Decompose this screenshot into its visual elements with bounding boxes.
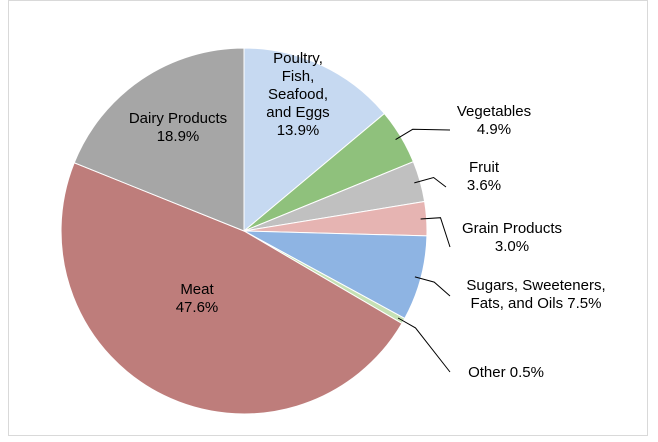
pie-label-line: 4.9% (477, 121, 511, 138)
pie-label-line: Dairy Products (129, 110, 227, 127)
pie-label-sugars-sweeteners-fats-and-oils: Sugars, Sweeteners, Fats, and Oils 7.5% (466, 277, 605, 312)
pie-label-line: Other 0.5% (468, 364, 544, 381)
pie-label-meat: Meat 47.6% (176, 281, 219, 316)
pie-slice-poultry-fish-seafood-and-eggs (243, 47, 386, 233)
pie-label-line: 3.0% (495, 238, 529, 255)
pie-label-vegetables: Vegetables 4.9% (457, 103, 531, 138)
pie-label-other: Other 0.5% (468, 364, 544, 381)
pie-label-line: Meat (180, 281, 214, 298)
leader-line-grain-products (420, 217, 451, 248)
pie-label-fruit: Fruit 3.6% (467, 159, 501, 194)
pie-label-dairy-products: Dairy Products 18.9% (129, 110, 227, 145)
leader-line-fruit (414, 176, 447, 188)
pie-label-line: and Eggs (266, 104, 329, 121)
pie-label-line: Fruit (469, 159, 500, 176)
leader-line-sugars-sweeteners-fats-and-oils (414, 276, 451, 297)
leader-line-vegetables (395, 128, 451, 141)
pie-label-line: Fats, and Oils 7.5% (471, 295, 602, 312)
leader-line-other (397, 317, 451, 373)
pie-label-line: Grain Products (462, 220, 562, 237)
pie-label-line: Sugars, Sweeteners, (466, 277, 605, 294)
pie-slice-meat (60, 162, 403, 415)
pie-label-grain-products: Grain Products 3.0% (462, 220, 562, 255)
pie-label-line: Fish, (282, 68, 315, 85)
pie-slice-dairy-products (73, 47, 245, 232)
pie-label-line: Poultry, (273, 50, 323, 67)
pie-label-poultry-fish-seafood-and-eggs: Poultry, Fish, Seafood, and Eggs 13.9% (266, 50, 329, 139)
pie-label-line: Seafood, (268, 86, 328, 103)
pie-label-line: 18.9% (157, 128, 200, 145)
pie-label-line: 47.6% (176, 299, 219, 316)
pie-label-line: Vegetables (457, 103, 531, 120)
pie-label-line: 3.6% (467, 177, 501, 194)
pie-label-line: 13.9% (277, 122, 320, 139)
